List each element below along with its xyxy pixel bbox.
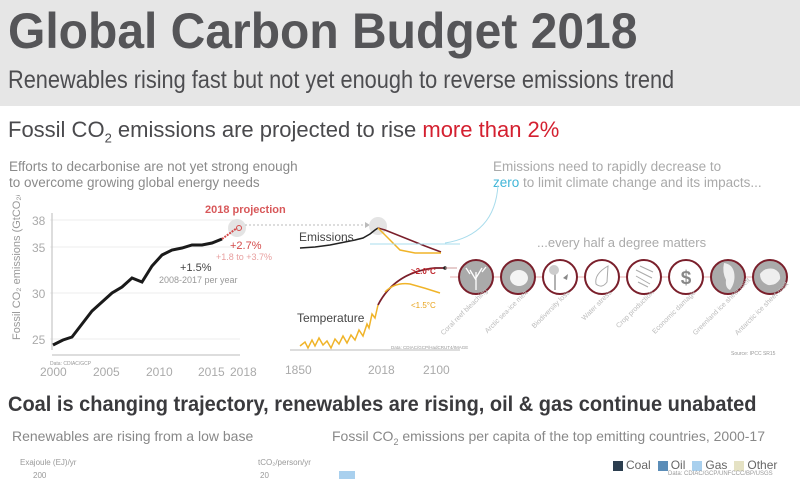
- sea-ice-icon: [500, 259, 536, 295]
- section1-heading: Fossil CO2 emissions are projected to ri…: [8, 117, 560, 146]
- svg-text:25: 25: [32, 333, 46, 347]
- trend-pct: +1.5%: [180, 262, 212, 274]
- svg-text:30: 30: [32, 287, 46, 301]
- svg-text:2018: 2018: [368, 363, 395, 377]
- legend-oil: Oil: [657, 458, 685, 472]
- svg-text:2010: 2010: [146, 365, 173, 379]
- zero-connector: [444, 184, 499, 244]
- greenland-icon: [710, 259, 746, 295]
- trend-label: 2008-2017 per year: [159, 275, 238, 285]
- left-description: Efforts to decarbonise are not yet stron…: [9, 159, 298, 190]
- svg-text:Data: CDIAC/GCP/HadCRUT4/IMAGE: Data: CDIAC/GCP/HadCRUT4/IMAGE: [391, 345, 468, 350]
- per-capita-subtitle: Fossil CO2 emissions per capita of the t…: [332, 428, 766, 447]
- impacts-row: $: [450, 250, 800, 380]
- projection-label: 2018 projection: [205, 204, 286, 216]
- heading-highlight: more than 2%: [422, 117, 560, 142]
- svg-text:Fossil CO₂ emissions (GtCO₂/yr: Fossil CO₂ emissions (GtCO₂/yr): [11, 195, 23, 340]
- renewables-tick: 200: [33, 471, 47, 480]
- svg-text:2018: 2018: [230, 365, 257, 379]
- above-2c-label: >2.0°C: [411, 267, 436, 276]
- below-1-5c-label: <1.5°C: [411, 301, 436, 310]
- dollar-icon: $: [668, 259, 704, 295]
- svg-text:38: 38: [32, 214, 46, 228]
- page-subtitle: Renewables rising fast but not yet enoug…: [8, 66, 675, 94]
- coral-icon: [458, 259, 494, 295]
- page-title: Global Carbon Budget 2018: [8, 3, 638, 59]
- header-band: Global Carbon Budget 2018 Renewables ris…: [0, 0, 800, 106]
- svg-text:2000: 2000: [40, 365, 67, 379]
- projection-range: +1.8 to +3.7%: [216, 252, 273, 262]
- crop-icon: [626, 259, 662, 295]
- legend-gas: Gas: [692, 458, 727, 472]
- zero-highlight: zero: [493, 175, 520, 190]
- biodiversity-icon: [542, 259, 578, 295]
- svg-text:35: 35: [32, 241, 46, 255]
- right-description: Emissions need to rapidly decrease to ze…: [493, 159, 762, 190]
- emissions-label: Emissions: [299, 230, 354, 244]
- svg-text:$: $: [681, 268, 692, 289]
- svg-text:2100: 2100: [423, 363, 450, 377]
- per-capita-bar-preview: [339, 471, 355, 479]
- temperature-label: Temperature: [297, 311, 365, 325]
- renewables-unit: Exajoule (EJ)/yr: [20, 458, 77, 467]
- per-capita-tick: 20: [260, 471, 269, 480]
- per-capita-unit: tCO₂/person/yr: [258, 458, 311, 467]
- projection-pct: +2.7%: [230, 240, 262, 252]
- section2-heading: Coal is changing trajectory, renewables …: [8, 392, 757, 416]
- svg-text:Data: CDIAC/GCP: Data: CDIAC/GCP: [50, 361, 92, 367]
- legend-coal: Coal: [613, 458, 651, 472]
- scenario-charts: Data: CDIAC/GCP/HadCRUT4/IMAGE 1850 2018…: [245, 210, 475, 380]
- water-drop-icon: [584, 259, 620, 295]
- emissions-chart: Fossil CO₂ emissions (GtCO₂/yr) 38 35 30…: [0, 181, 270, 380]
- legend-other: Other: [734, 458, 777, 472]
- renewables-subtitle: Renewables are rising from a low base: [12, 428, 254, 444]
- legend: Coal Oil Gas Other: [613, 458, 777, 472]
- svg-text:2015: 2015: [198, 365, 225, 379]
- svg-text:2005: 2005: [93, 365, 120, 379]
- section2-source: Data: CDIAC/GCP/UNFCCC/BP/USGS: [668, 471, 773, 477]
- half-degree-text: ...every half a degree matters: [537, 235, 707, 250]
- antarctica-icon: [752, 259, 788, 295]
- impacts-source: Source: IPCC SR15: [731, 351, 776, 357]
- svg-text:1850: 1850: [285, 363, 312, 377]
